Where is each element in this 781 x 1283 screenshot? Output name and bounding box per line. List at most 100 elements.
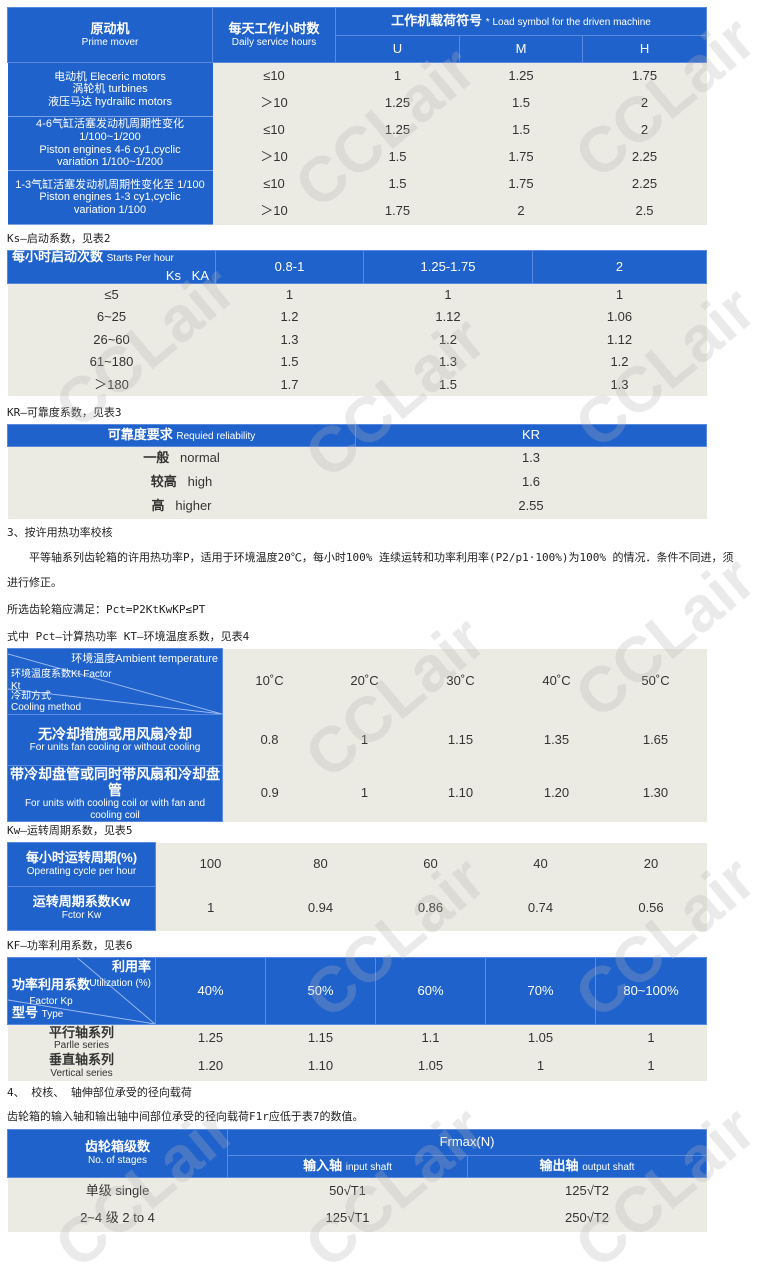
cell: ≤10 — [212, 170, 336, 198]
cell: 1.25 — [335, 116, 460, 144]
cell: 1.10 — [265, 1052, 376, 1081]
section-4-title: 4、 校核、 轴伸部位承受的径向载荷 — [7, 1086, 192, 1099]
type-cell: 垂直轴系列 Vertical series — [7, 1052, 156, 1081]
cell: 40 — [485, 842, 596, 887]
cell: 50√T1 — [227, 1177, 468, 1205]
cell: 1.35 — [508, 714, 605, 766]
reliability-table: 可靠度要求 Requied reliability KR 一般 normal 1.3… — [7, 424, 707, 519]
cell: 1.15 — [412, 714, 509, 766]
cell: 61~180 — [7, 351, 216, 374]
table-row: 电动机 Eleceric motors 涡轮机 turbines 液压马达 hydr… — [7, 62, 707, 117]
corner-header: Ks KA 每小时启动次数 Starts Per hour — [7, 249, 216, 284]
prime-mover-cell: 4-6气缸活塞发动机周期性变化 1/100~1/200 Piston engine… — [7, 116, 213, 171]
cell: ≤5 — [7, 283, 216, 307]
cell: 1.7 — [215, 373, 364, 397]
load-symbol-header: 工作机载荷符号 * Load symbol for the driven mac… — [334, 7, 708, 36]
temp-col: 40˚C — [508, 648, 605, 715]
ks-caption: Ks—启动系数，见表2 — [7, 232, 111, 245]
corner-header: 利用率 Utilization (%) 功率利用系数 Factor Kp 型号 Ty… — [7, 957, 156, 1025]
cell: ＞10 — [212, 89, 336, 117]
table-row: 4-6气缸活塞发动机周期性变化 1/100~1/200 Piston engine… — [7, 116, 707, 171]
table-row: ＞180 1.7 1.5 1.3 — [7, 373, 707, 397]
service-factor-table: 原动机 Prime mover 每天工作小时数 Daily service hour… — [7, 7, 708, 225]
ks-label: Ks — [165, 268, 181, 283]
cell: 1.12 — [532, 328, 707, 352]
cell: 1.05 — [485, 1024, 596, 1053]
cell: 250√T2 — [467, 1204, 707, 1232]
frmax-header: Frmax(N) — [226, 1129, 708, 1156]
cell: 1.75 — [582, 62, 707, 90]
col-header: 2 — [532, 250, 707, 284]
where-text: 式中 Pct—计算热功率 KT—环境温度系数，见表4 — [7, 630, 250, 643]
cell: 1.15 — [265, 1024, 376, 1053]
table-row: 高 higher 2.55 — [7, 494, 707, 519]
cell: 0.94 — [265, 886, 376, 931]
temperature-factor-table: 环境温度Ambient temperature 环境温度系数Kt Factor … — [7, 648, 707, 823]
cycle-factor-table: 每小时运转周期(%) Operating cycle per hour 100 80 6… — [7, 842, 707, 931]
factor-label: 功率利用系数 — [12, 977, 91, 992]
kw-caption: Kw—运转周期系数，见表5 — [7, 824, 133, 837]
starts-label: 每小时启动次数 — [12, 249, 104, 265]
temp-col: 30˚C — [412, 648, 509, 715]
cooling-label-en: Cooling method — [11, 702, 82, 713]
cell: 1 — [335, 62, 460, 90]
factor-label: 环境温度系数Kt Factor Kt — [11, 669, 112, 692]
hours-header: 每天工作小时数 Daily service hours — [212, 7, 336, 63]
cell: 1.05 — [375, 1052, 486, 1081]
radial-load-table: 齿轮箱级数 No. of stages Frmax(N) 输入轴 input sha… — [7, 1129, 708, 1232]
type-label: 型号 — [12, 1005, 39, 1021]
cell: 2.55 — [355, 494, 707, 519]
table-row: 一般 normal 1.3 — [7, 446, 707, 471]
temp-col: 10˚C — [222, 648, 317, 715]
cell: 高 higher — [7, 494, 356, 519]
start-factor-table: Ks KA 每小时启动次数 Starts Per hour 0.8-1 1.25-1… — [7, 249, 707, 397]
table-row: 61~180 1.5 1.3 1.2 — [7, 351, 707, 374]
row-header: 运转周期系数Kw Fctor Kw — [7, 886, 156, 931]
table-row: ＞10 1.75 2 2.5 — [8, 197, 707, 225]
cell: 0.56 — [595, 886, 707, 931]
input-shaft-header: 输入轴 input shaft — [227, 1155, 468, 1178]
cell: 1.25 — [155, 1024, 266, 1053]
type-label-en: Type — [41, 1009, 64, 1021]
cell: 2 — [582, 89, 707, 117]
cell: 100 — [155, 842, 266, 887]
cooling-type-cell: 无冷却措施或用风扇冷却 For units fan cooling or with… — [7, 714, 223, 766]
table-row: 1-3气缸活塞发动机周期性变化至 1/100 Piston engines 1-3… — [7, 170, 707, 225]
cell: 1.75 — [459, 170, 583, 198]
cell: 1.5 — [335, 143, 460, 171]
formula: 所选齿轮箱应满足：Pct=P2KtKwKP≤PT — [7, 603, 206, 616]
cell: 1.5 — [335, 170, 460, 198]
cell: 1.1 — [375, 1024, 486, 1053]
cell: 1.25 — [459, 62, 583, 90]
cell: 1.6 — [355, 470, 707, 495]
starts-label-en: Starts Per hour — [106, 253, 174, 265]
cooling-type-cell: 带冷却盘管或同时带风扇和冷却盘管 For units with cooling c… — [7, 764, 223, 823]
cooling-label: 冷却方式 — [11, 691, 51, 702]
cell: 1 — [532, 283, 707, 307]
table-row: ＞10 1.5 1.75 2.25 — [8, 143, 707, 171]
cell: ＞10 — [212, 143, 336, 171]
kf-caption: KF—功率利用系数，见表6 — [7, 939, 133, 952]
util-col: 50% — [265, 957, 376, 1025]
ambient-label: 环境温度Ambient temperature — [71, 653, 218, 665]
table-row: 2~4 级 2 to 4 125√T1 250√T2 — [7, 1204, 707, 1232]
cell: 1.5 — [459, 116, 583, 144]
cell: 1.5 — [363, 373, 533, 397]
cell: 1.06 — [532, 306, 707, 329]
cell: 1.65 — [604, 714, 707, 766]
cell: 1.75 — [459, 143, 583, 171]
cell: 2 — [459, 197, 583, 225]
cell: 1.3 — [215, 328, 364, 352]
section-3-title: 3、按许用热功率校核 — [7, 526, 113, 539]
row-header: 每小时运转周期(%) Operating cycle per hour — [7, 842, 156, 887]
output-shaft-header: 输出轴 output shaft — [466, 1155, 708, 1178]
cell: 1.25 — [335, 89, 460, 117]
table-row: 垂直轴系列 Vertical series 1.20 1.10 1.05 1 1 — [7, 1052, 707, 1081]
cell: 6~25 — [7, 306, 216, 329]
cell: 2.25 — [582, 170, 707, 198]
table-row: 单级 single 50√T1 125√T2 — [7, 1177, 707, 1205]
cell: 1.3 — [355, 446, 707, 471]
cell: 26~60 — [7, 328, 216, 352]
util-col: 80~100% — [595, 957, 707, 1025]
table-row: 6~25 1.2 1.12 1.06 — [7, 306, 707, 329]
